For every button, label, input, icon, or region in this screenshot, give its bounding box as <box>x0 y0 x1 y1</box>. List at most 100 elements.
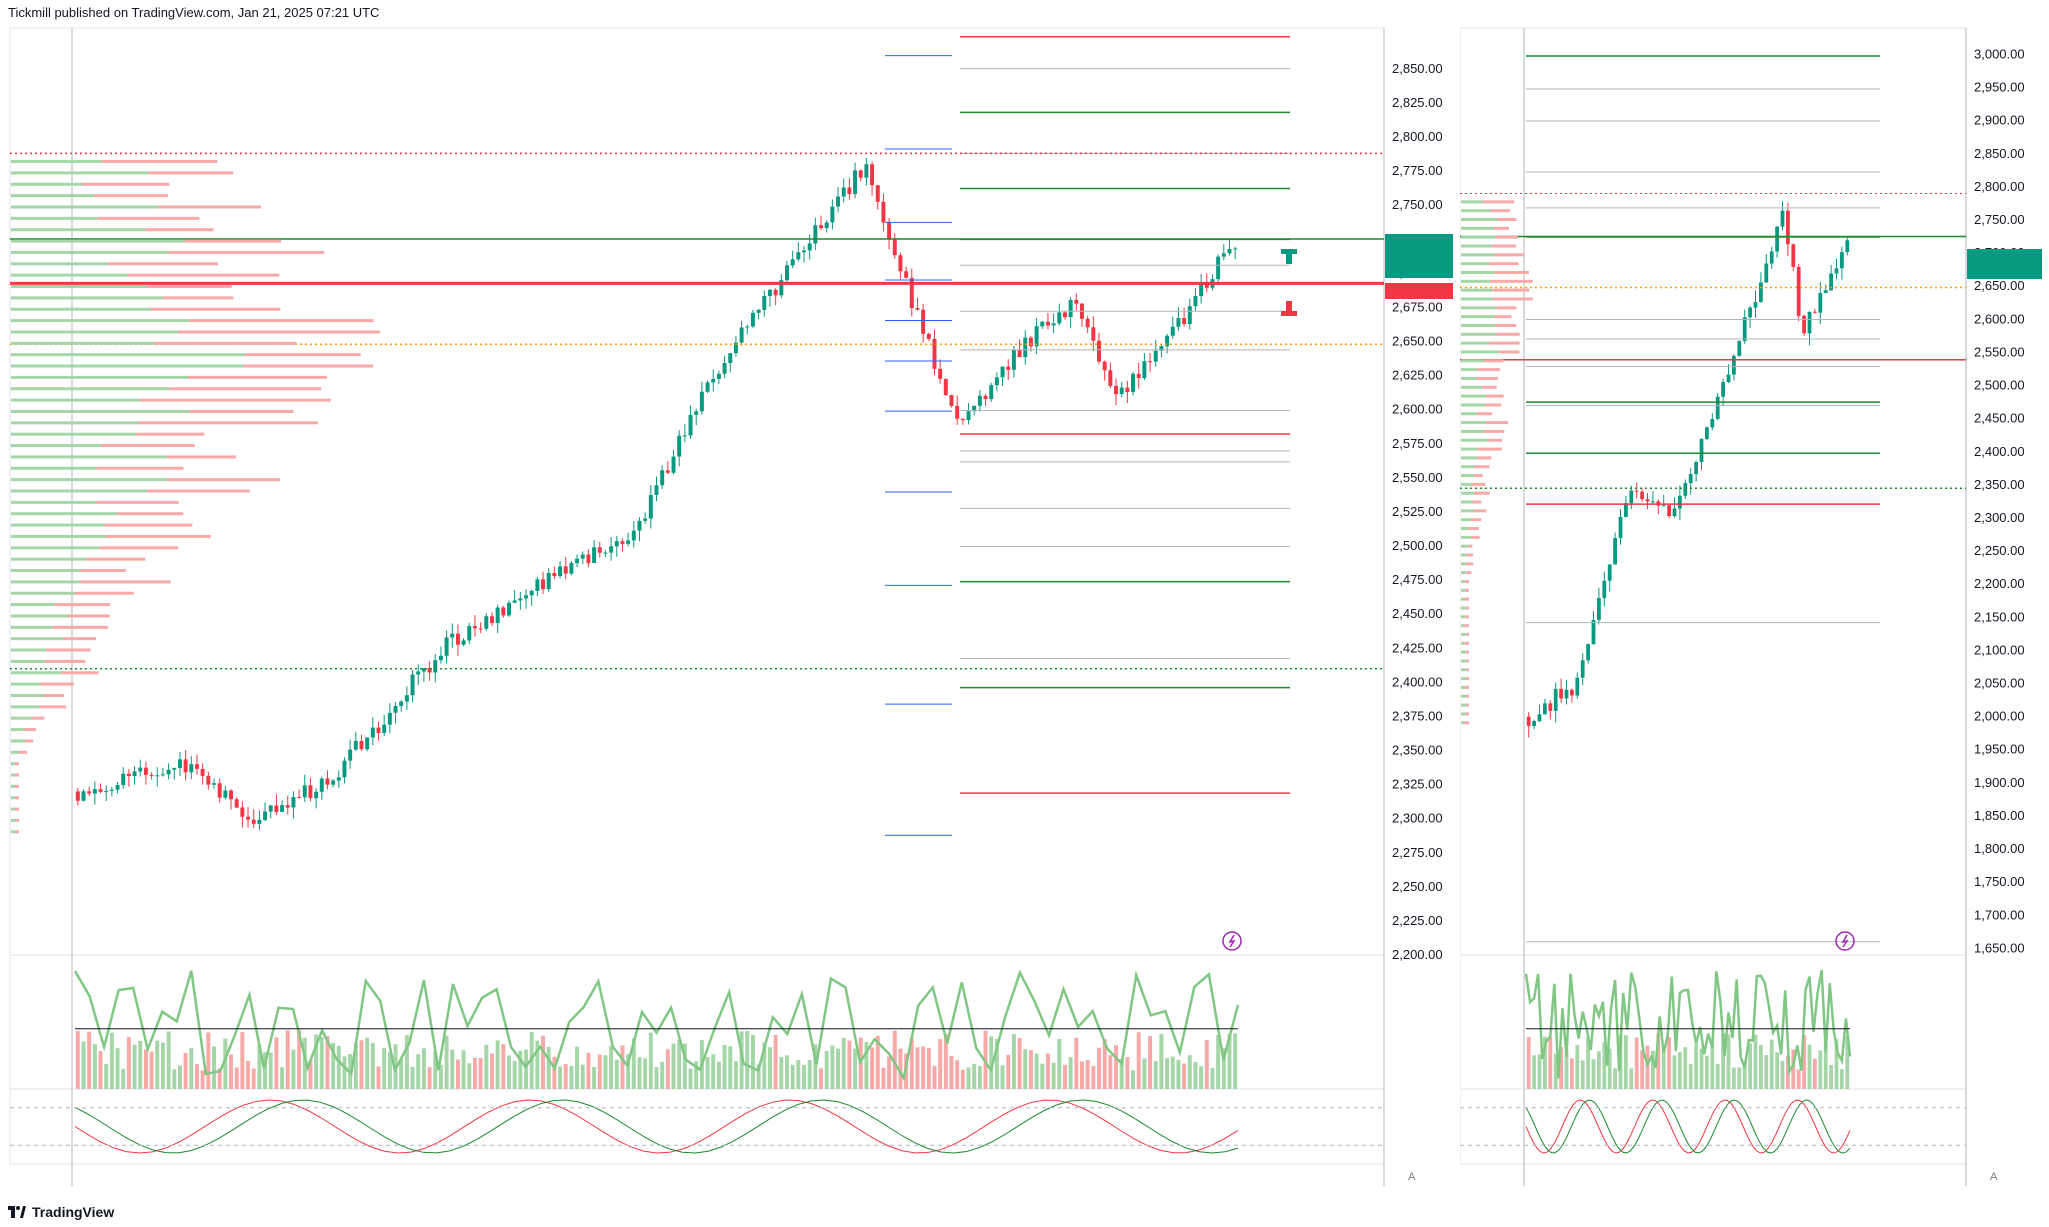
candle-body <box>994 377 999 386</box>
candle-body <box>297 797 302 799</box>
volume-profile-sell <box>1490 209 1511 213</box>
candle-body <box>626 540 631 544</box>
candle-body <box>1602 580 1607 599</box>
volume-profile-buy <box>1461 624 1465 628</box>
candle-body <box>1051 323 1056 326</box>
volume-bar <box>1813 1058 1817 1089</box>
volume-profile-buy <box>11 523 105 527</box>
volume-profile-sell <box>14 784 19 788</box>
volume-bar <box>1148 1036 1153 1089</box>
candle-body <box>750 312 755 327</box>
weekly-chart-pane[interactable]: 1,650.00 1,700.00 1,750.00 1,800.00 1,850.00… <box>1460 26 2049 1196</box>
candle-body <box>541 579 546 590</box>
volume-profile-buy <box>11 830 17 834</box>
volume-profile-buy <box>11 194 95 198</box>
candle-body <box>1640 491 1644 500</box>
candle-body <box>824 222 829 229</box>
volume-bar <box>1537 1054 1542 1089</box>
volume-bar <box>960 1069 965 1089</box>
candle-body <box>847 187 852 195</box>
volume-bar <box>291 1049 296 1089</box>
volume-bar <box>966 1067 971 1089</box>
candle-body <box>1780 210 1785 227</box>
up-arrow-icon <box>1281 249 1297 264</box>
volume-profile-buy <box>11 239 185 243</box>
volume-profile-buy <box>11 205 159 209</box>
volume-profile-sell <box>138 421 319 425</box>
volume-bar <box>654 1067 659 1089</box>
volume-profile-buy <box>11 444 101 448</box>
price-axis-box <box>1385 262 1453 278</box>
candle-body <box>1726 374 1731 383</box>
volume-bar <box>1170 1056 1175 1089</box>
tradingview-logo[interactable]: TradingView <box>8 1204 114 1220</box>
candle-body <box>1645 499 1650 502</box>
candle-body <box>716 373 721 379</box>
candle-body <box>1807 311 1812 334</box>
volume-bar <box>569 1066 574 1089</box>
volume-bar <box>875 1035 880 1089</box>
candle-body <box>81 791 86 801</box>
candle-body <box>382 724 387 733</box>
daily-chart-pane[interactable]: 2,200.00 2,225.00 2,250.00 2,275.00 2,300.00… <box>0 26 1460 1196</box>
volume-profile-sell <box>136 432 205 436</box>
volume-bar <box>143 1049 148 1089</box>
volume-bar <box>1575 1045 1580 1089</box>
volume-bar <box>1683 1047 1688 1089</box>
candle-body <box>892 238 897 256</box>
volume-bar <box>1165 1058 1170 1089</box>
candle-body <box>189 764 194 773</box>
price-axis-box <box>1967 249 2042 265</box>
volume-profile-buy <box>11 160 102 164</box>
candle-body <box>960 418 965 421</box>
volume-bar <box>1829 1065 1833 1089</box>
volume-profile-buy <box>11 307 152 311</box>
volume-bar <box>1737 1067 1742 1089</box>
volume-bar <box>1807 1044 1812 1089</box>
candle-body <box>194 764 199 769</box>
volume-profile-sell <box>1472 500 1482 504</box>
volume-bar <box>1114 1045 1119 1089</box>
volume-profile-sell <box>14 807 19 811</box>
candle-body <box>410 674 415 696</box>
candle-body <box>546 573 551 590</box>
candle-body <box>563 566 568 574</box>
volume-bar <box>1199 1066 1204 1089</box>
volume-bar <box>1710 1040 1715 1089</box>
volume-profile-buy <box>1461 465 1475 469</box>
volume-profile-buy <box>11 591 75 595</box>
volume-bar <box>240 1032 245 1089</box>
candle-body <box>461 640 466 645</box>
volume-bar <box>1543 1036 1547 1089</box>
volume-bar <box>1629 1068 1634 1089</box>
candle-body <box>512 600 517 603</box>
volume-bar <box>387 1052 392 1089</box>
volume-bar <box>416 1054 421 1089</box>
candle-body <box>1221 253 1226 257</box>
volume-profile-buy <box>1461 553 1467 557</box>
volume-profile-buy <box>11 262 108 266</box>
volume-bar <box>433 1051 438 1089</box>
volume-bar <box>989 1036 994 1089</box>
volume-profile-sell <box>16 818 19 822</box>
price-tick-label: 1,700.00 <box>1974 907 2025 922</box>
candle-body <box>614 541 619 547</box>
candle-body <box>790 259 795 266</box>
volume-bar <box>319 1036 324 1089</box>
volume-profile-buy <box>1461 650 1466 654</box>
candle-body <box>1543 703 1547 715</box>
price-tick-label: 2,800.00 <box>1392 129 1443 144</box>
volume-profile-buy <box>1461 394 1486 398</box>
volume-profile-sell <box>80 580 171 584</box>
volume-bar <box>507 1055 511 1089</box>
volume-bar <box>938 1039 943 1089</box>
volume-profile-buy <box>1461 659 1467 663</box>
volume-bar <box>501 1044 506 1089</box>
price-tick-label: 2,575.00 <box>1392 436 1443 451</box>
price-tick-label: 2,400.00 <box>1974 444 2025 459</box>
volume-bar <box>1775 1052 1779 1089</box>
volume-profile-sell <box>1471 518 1482 522</box>
volume-profile-sell <box>1490 279 1533 283</box>
volume-bar <box>1119 1058 1124 1089</box>
volume-bar <box>1753 1034 1758 1089</box>
